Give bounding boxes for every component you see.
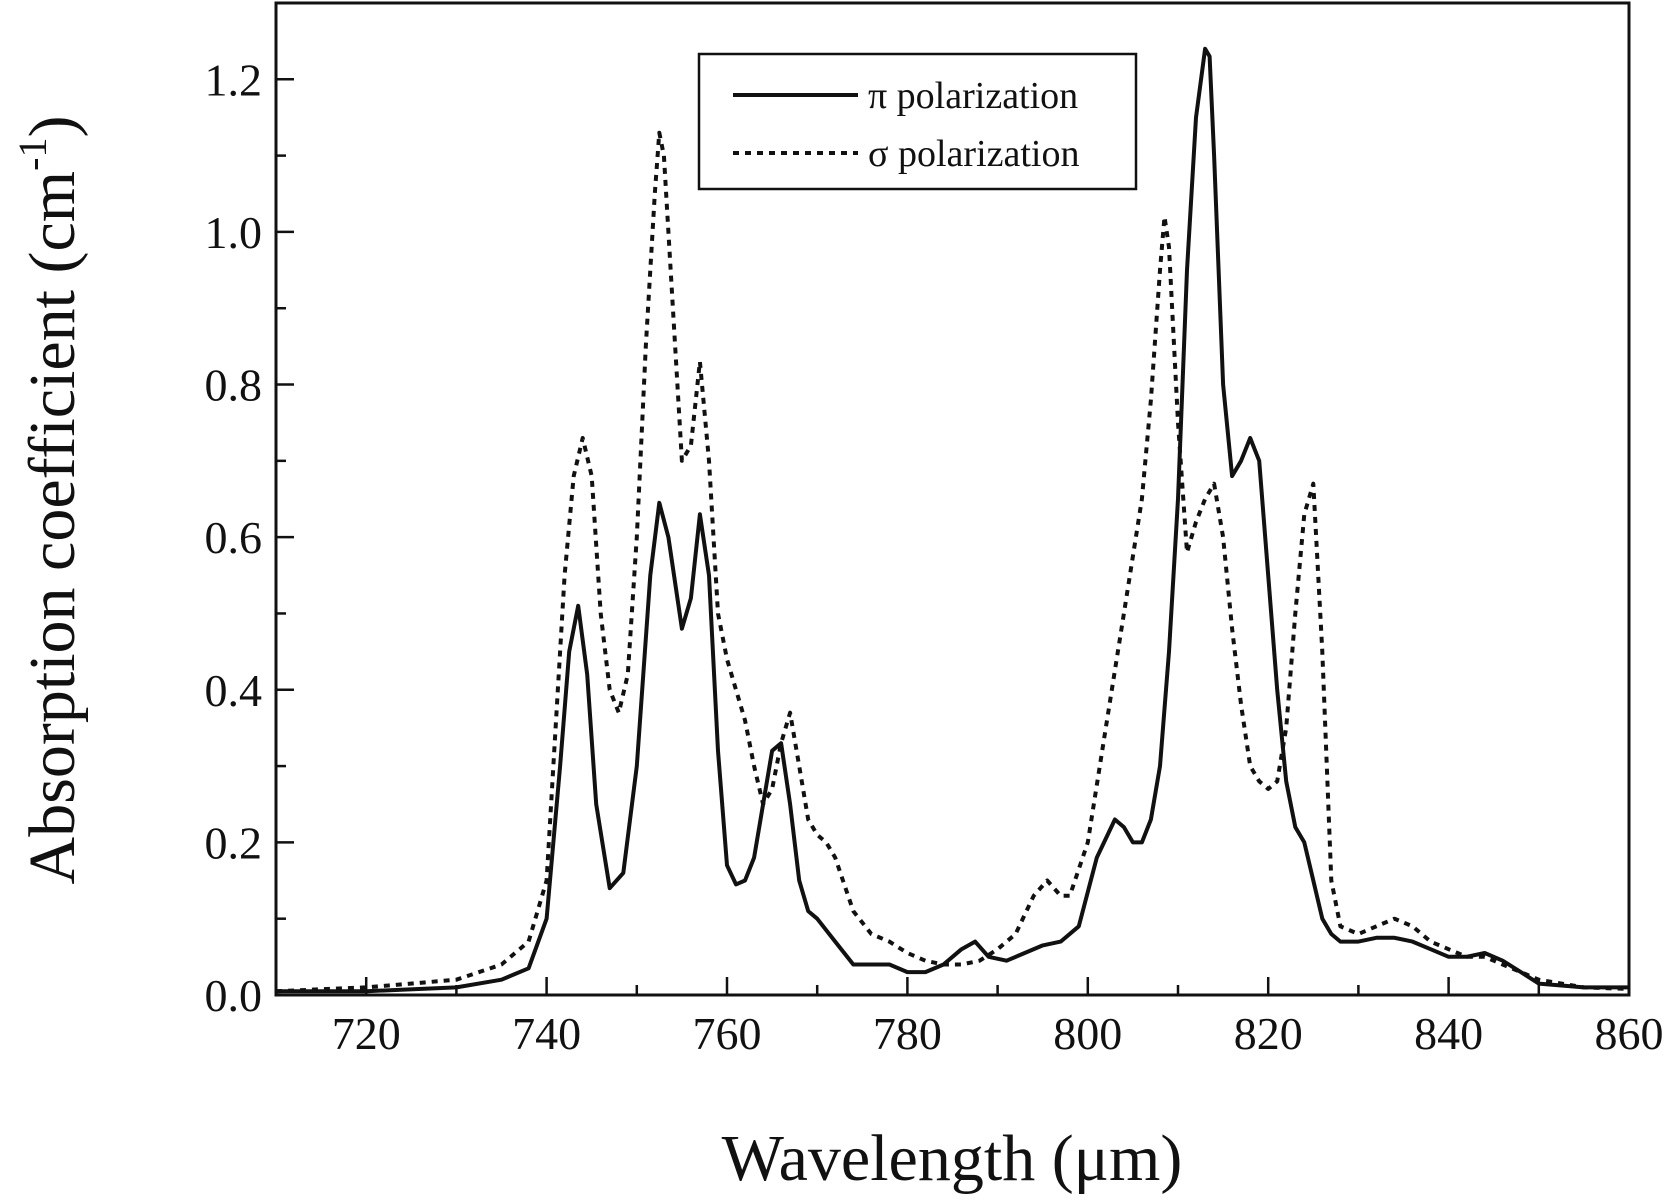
x-tick-label: 780: [873, 1008, 942, 1059]
x-tick-label: 760: [693, 1008, 762, 1059]
y-axis-ticks: 0.0 0.2 0.4 0.6 0.8 1.0 1.2: [205, 1, 294, 1021]
legend-label-pi: π polarization: [868, 75, 1078, 117]
legend: π polarization σ polarization: [697, 52, 1138, 191]
x-tick-label: 800: [1053, 1008, 1122, 1059]
series-pi-polarization-line: [276, 46, 1629, 994]
y-tick-label: 0.4: [205, 665, 263, 716]
x-tick-label: 820: [1234, 1008, 1303, 1059]
y-tick-label: 0.0: [205, 970, 263, 1021]
y-tick-label: 0.2: [205, 817, 263, 868]
y-tick-label: 1.2: [205, 54, 263, 105]
x-axis-ticks: 720 740 760 780 800 820 840 860: [274, 977, 1664, 1059]
y-axis-title: Absorption coefficient (cm-1): [10, 116, 89, 885]
x-tick-label: 740: [512, 1008, 581, 1059]
x-axis-title: Wavelength (μm): [722, 1122, 1183, 1195]
y-tick-label: 0.6: [205, 512, 263, 563]
legend-label-sigma: σ polarization: [868, 133, 1079, 175]
legend-box: [697, 52, 1138, 191]
plot-frame: [274, 1, 1631, 997]
y-tick-label: 0.8: [205, 360, 263, 411]
x-tick-label: 720: [332, 1008, 401, 1059]
y-axis-title-superscript: -1: [10, 138, 55, 171]
y-axis-title-close: ): [16, 116, 89, 138]
y-axis-title-main: Absorption coefficient (cm: [16, 171, 89, 885]
series-sigma-polarization-line: [275, 130, 1630, 994]
x-tick-label: 860: [1595, 1008, 1664, 1059]
y-axis-title-group: Absorption coefficient (cm-1): [10, 116, 89, 885]
x-tick-label: 840: [1414, 1008, 1483, 1059]
y-tick-label: 1.0: [205, 207, 263, 258]
series-lines: [275, 46, 1630, 994]
